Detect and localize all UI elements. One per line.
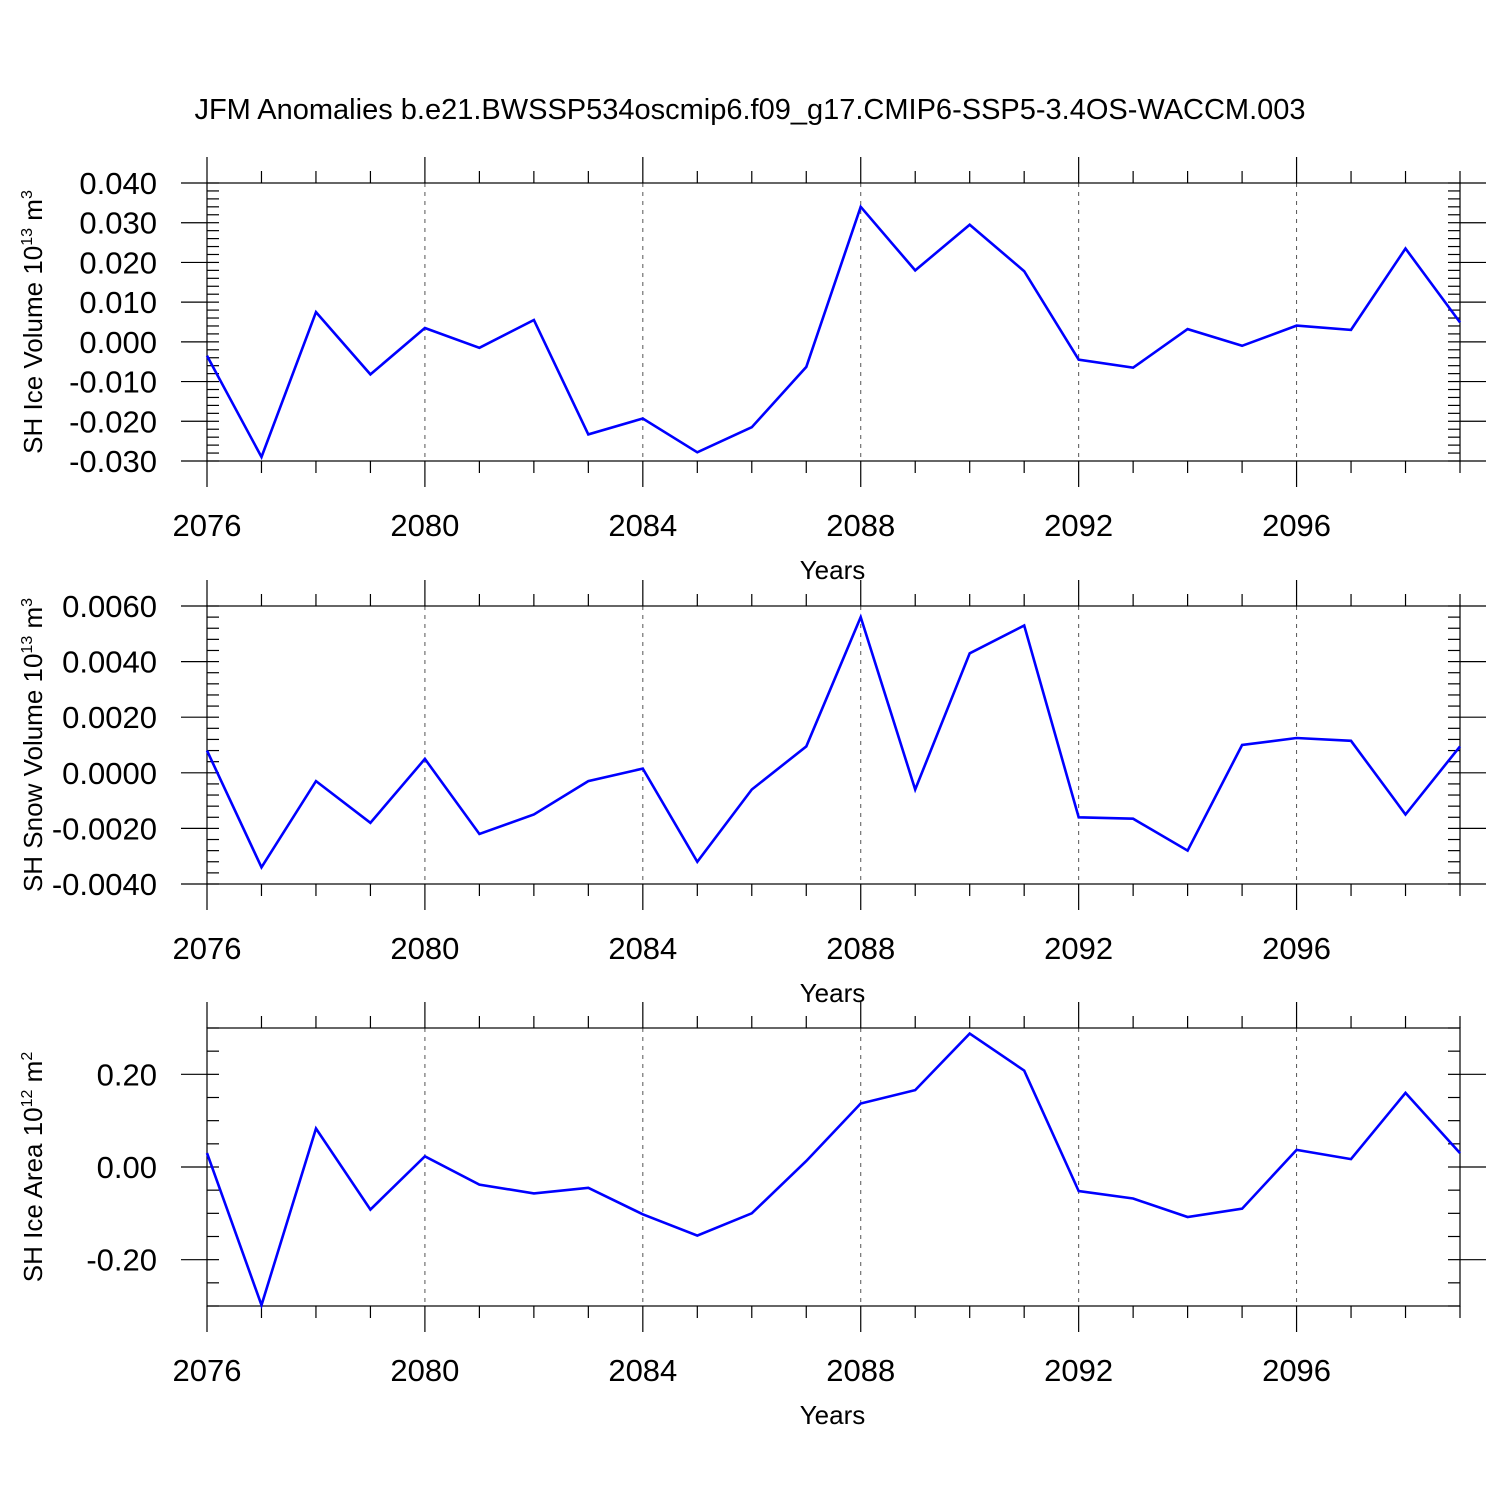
y-axis-label: SH Snow Volume 1013 m3 xyxy=(18,598,48,892)
x-tick-label: 2092 xyxy=(1044,931,1113,966)
panels: 2076 2080 2084 2088 2092 2096 Years -0.030 -0.02… xyxy=(18,157,1486,1430)
x-tick-label: 2096 xyxy=(1262,508,1331,543)
y-axis-label-unit-exponent: 3 xyxy=(19,598,36,607)
y-tick-label: 0.020 xyxy=(79,245,157,280)
x-tick-label: 2096 xyxy=(1262,931,1331,966)
y-tick-label: -0.0020 xyxy=(52,811,157,846)
y-tick-label: 0.030 xyxy=(79,206,157,241)
y-tick-label: 0.00 xyxy=(97,1150,157,1185)
chart-panel-1: 2076 2080 2084 2088 2092 2096 Years -0.030 -0.02… xyxy=(18,157,1486,585)
plot-frame xyxy=(206,605,1461,885)
x-tick-label: 2088 xyxy=(826,1353,895,1388)
y-tick-label: 0.0020 xyxy=(62,700,157,735)
y-tick-label: -0.010 xyxy=(69,365,157,400)
y-axis-label-text: SH Ice Area 10 xyxy=(18,1107,48,1282)
y-axis-label-exponent: 13 xyxy=(19,228,36,246)
y-tick-label: -0.030 xyxy=(69,444,157,479)
x-tick-label: 2088 xyxy=(826,508,895,543)
plot-frame xyxy=(206,182,1461,462)
y-tick-label: 0.20 xyxy=(97,1057,157,1092)
y-axis-label-exponent: 13 xyxy=(19,636,36,654)
x-tick-label: 2088 xyxy=(826,931,895,966)
y-tick-label: 0.0040 xyxy=(62,645,157,680)
data-series-line xyxy=(205,613,1462,871)
y-tick-label: -0.0040 xyxy=(52,867,157,902)
x-axis-label: Years xyxy=(800,978,866,1008)
chart-panel-2: 2076 2080 2084 2088 2092 2096 Years -0.0040 -0.0… xyxy=(18,580,1486,1008)
chart-panel-3: 2076 2080 2084 2088 2092 2096 Years -0.20 0.00 0.… xyxy=(18,1002,1486,1430)
y-axis-label-unit: m xyxy=(18,607,48,636)
x-tick-label: 2076 xyxy=(173,508,242,543)
y-tick-label: 0.0000 xyxy=(62,756,157,791)
y-axis-label-exponent: 12 xyxy=(19,1089,36,1107)
x-tick-label: 2096 xyxy=(1262,1353,1331,1388)
figure-title: JFM Anomalies b.e21.BWSSP534oscmip6.f09_… xyxy=(194,94,1305,126)
y-tick-label: 0.0060 xyxy=(62,589,157,624)
y-tick-label: 0.010 xyxy=(79,285,157,320)
x-tick-label: 2084 xyxy=(608,931,677,966)
y-axis-label: SH Ice Area 1012 m2 xyxy=(18,1052,48,1283)
y-axis-label-unit: m xyxy=(18,1061,48,1090)
y-tick-label: -0.20 xyxy=(86,1243,157,1278)
x-axis-label: Years xyxy=(800,1400,866,1430)
data-series-line xyxy=(205,1031,1461,1310)
y-axis-label-unit: m xyxy=(18,199,48,228)
y-tick-label: -0.020 xyxy=(69,404,157,439)
y-axis-label-text: SH Snow Volume 10 xyxy=(18,654,48,892)
data-series-line xyxy=(205,204,1462,461)
x-tick-label: 2080 xyxy=(390,508,459,543)
y-axis-label: SH Ice Volume 1013 m3 xyxy=(18,190,48,454)
x-tick-label: 2080 xyxy=(390,1353,459,1388)
y-axis-label-unit-exponent: 2 xyxy=(19,1052,36,1061)
x-tick-label: 2076 xyxy=(173,1353,242,1388)
x-tick-label: 2084 xyxy=(608,1353,677,1388)
y-tick-label: 0.000 xyxy=(79,325,157,360)
y-axis-label-text: SH Ice Volume 10 xyxy=(18,246,48,454)
x-axis-label: Years xyxy=(800,555,866,585)
y-axis-label-unit-exponent: 3 xyxy=(19,190,36,199)
y-tick-label: 0.040 xyxy=(79,166,157,201)
x-tick-label: 2080 xyxy=(390,931,459,966)
x-tick-label: 2084 xyxy=(608,508,677,543)
x-tick-label: 2076 xyxy=(173,931,242,966)
plot-frame xyxy=(206,1027,1461,1307)
x-tick-label: 2092 xyxy=(1044,508,1113,543)
x-tick-label: 2092 xyxy=(1044,1353,1113,1388)
